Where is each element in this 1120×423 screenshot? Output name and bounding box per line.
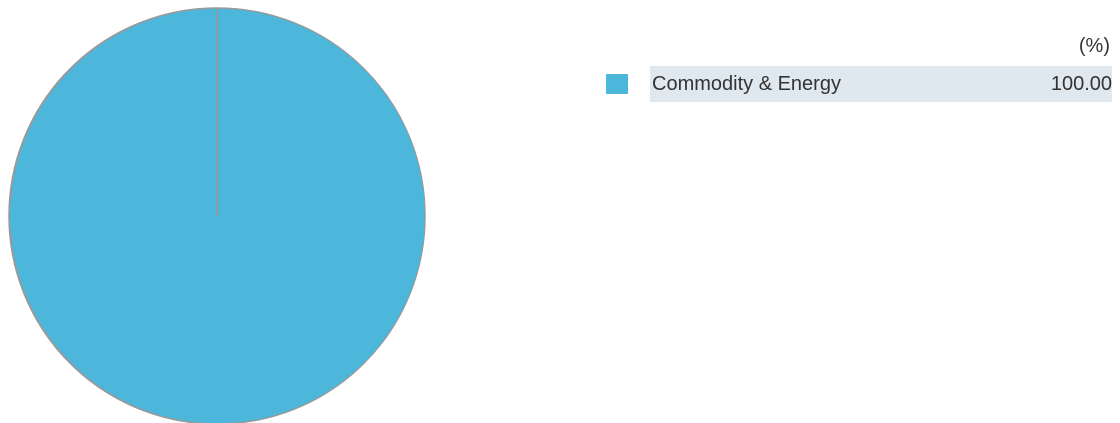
legend-label: Commodity & Energy [652, 73, 841, 95]
legend-swatch [606, 74, 628, 94]
legend-bar: Commodity & Energy 100.00 [650, 66, 1112, 102]
pie-slices [8, 7, 426, 423]
legend-unit-label: (%) [1078, 35, 1110, 57]
legend-row: Commodity & Energy 100.00 [606, 66, 1112, 102]
legend-value: 100.00 [1050, 73, 1112, 95]
pie-chart [8, 7, 426, 423]
